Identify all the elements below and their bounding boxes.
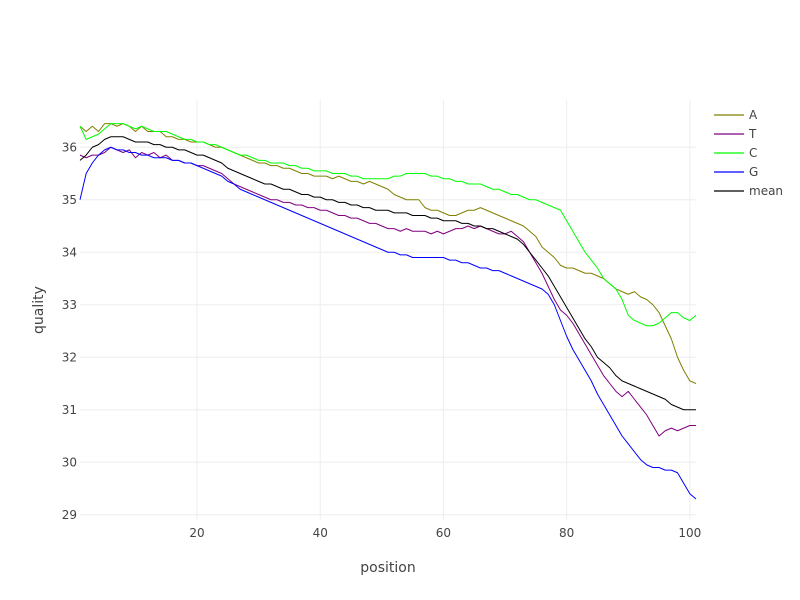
x-tick-label: 40	[313, 526, 328, 540]
x-tick-label: 20	[189, 526, 204, 540]
legend-item-C[interactable]: C	[714, 146, 757, 160]
legend-label: T	[748, 127, 757, 141]
series-line-C	[79, 123, 697, 327]
y-tick-label: 30	[62, 455, 77, 469]
axis-ticks: 20 40 60 80 100 29 30 31 32 33 34 35 36	[62, 140, 702, 540]
y-tick-label: 31	[62, 403, 77, 417]
legend-item-mean[interactable]: mean	[714, 184, 783, 198]
series-line-A	[79, 123, 697, 384]
y-tick-label: 34	[62, 245, 77, 259]
y-tick-label: 35	[62, 193, 77, 207]
legend-label: G	[749, 165, 758, 179]
legend-item-A[interactable]: A	[714, 108, 758, 122]
gridlines	[80, 100, 696, 520]
legend-label: mean	[749, 184, 783, 198]
legend-item-G[interactable]: G	[714, 165, 758, 179]
y-tick-label: 32	[62, 350, 77, 364]
x-tick-label: 80	[559, 526, 574, 540]
series-line-T	[79, 146, 696, 437]
x-tick-label: 60	[436, 526, 451, 540]
series-line-G	[79, 146, 697, 500]
x-axis-title: position	[360, 560, 415, 576]
y-tick-label: 36	[62, 140, 77, 154]
y-tick-label: 33	[62, 298, 77, 312]
legend-label: C	[749, 146, 757, 160]
legend-item-T[interactable]: T	[714, 127, 757, 141]
series-line-mean	[79, 136, 696, 411]
x-tick-label: 100	[678, 526, 701, 540]
legend-label: A	[749, 108, 758, 122]
y-tick-label: 29	[62, 508, 77, 522]
y-axis-title: quality	[31, 286, 47, 334]
series-lines	[79, 123, 697, 500]
